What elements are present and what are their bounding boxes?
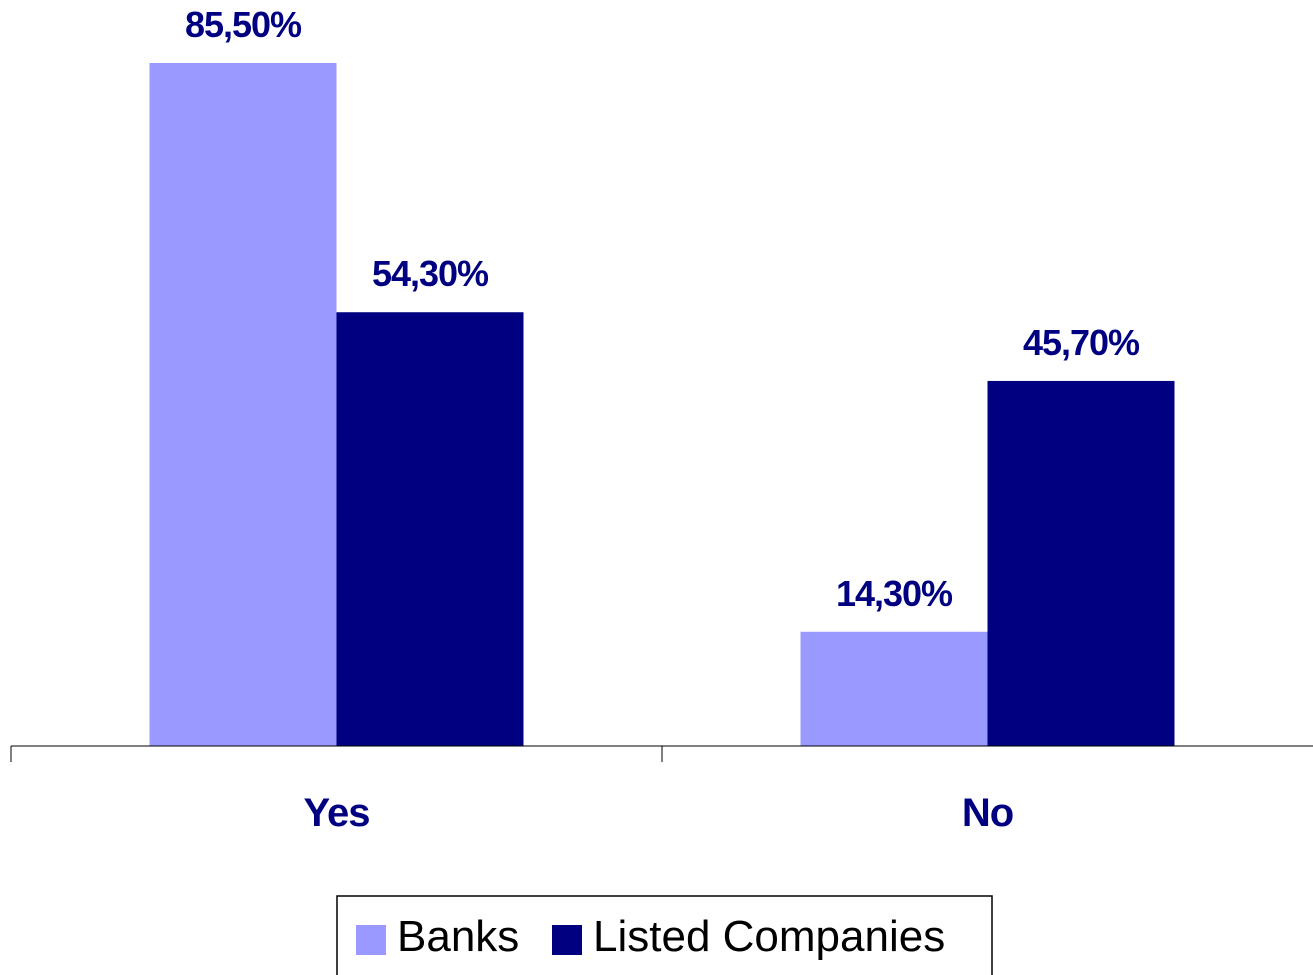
legend-label-banks: Banks (397, 912, 519, 961)
bar-no-banks (800, 631, 988, 746)
legend-label-listed-companies: Listed Companies (593, 912, 945, 961)
bars-group (149, 63, 1175, 746)
bar-yes-banks (149, 63, 337, 746)
data-label-no-listed-companies: 45,70% (1023, 322, 1140, 363)
legend-swatch-listed-companies (552, 925, 582, 955)
category-label-yes: Yes (304, 791, 370, 835)
legend: Banks Listed Companies (336, 895, 993, 975)
legend-swatch-banks (356, 925, 386, 955)
bar-yes-listed-companies (336, 312, 524, 746)
category-label-no: No (962, 791, 1013, 835)
bar-no-listed-companies (987, 380, 1175, 746)
x-axis (10, 745, 1313, 762)
category-labels-group: Yes No (304, 791, 1015, 835)
value-labels-group: 85,50% 54,30% 14,30% 45,70% (185, 4, 1141, 614)
data-label-yes-banks: 85,50% (185, 4, 302, 45)
data-label-no-banks: 14,30% (836, 573, 953, 614)
legend-box (336, 895, 993, 975)
data-label-yes-listed-companies: 54,30% (372, 253, 489, 294)
